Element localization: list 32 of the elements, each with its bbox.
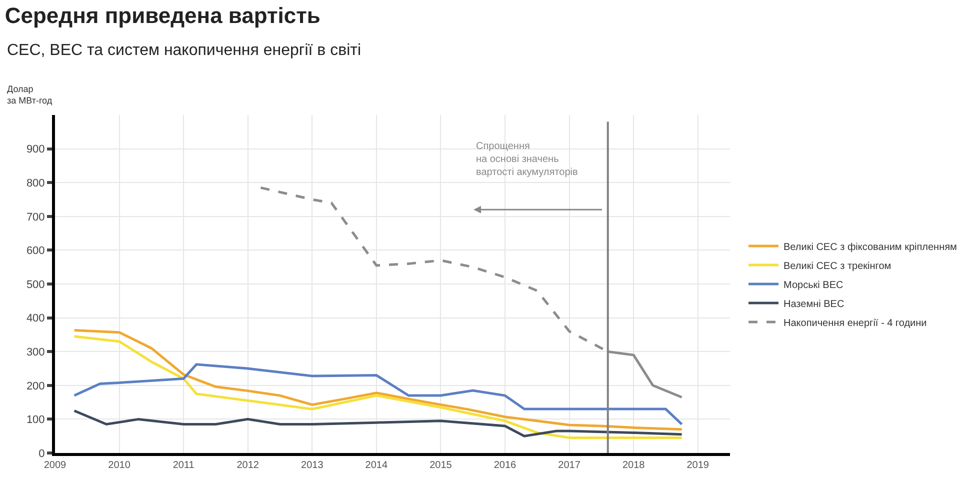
- y-tick-label: 100: [26, 414, 45, 426]
- x-tick-label: 2018: [622, 460, 646, 471]
- x-tick-label: 2014: [365, 460, 388, 471]
- y-axis-title: Долар за МВт-год: [7, 84, 53, 106]
- legend-label: Наземні ВЕС: [784, 298, 844, 310]
- x-tick-label: 2009: [44, 460, 67, 471]
- x-tick-label: 2019: [686, 460, 710, 471]
- y-tick-label: 200: [26, 380, 45, 392]
- legend-label: Морські ВЕС: [784, 280, 844, 291]
- line-series: [73, 410, 684, 438]
- y-tick-label: 400: [26, 312, 45, 325]
- x-tick-label: 2015: [430, 460, 452, 471]
- line-series: [73, 363, 684, 426]
- y-tick-label: 700: [26, 211, 45, 224]
- legend-label: Великі СЕС з фіксованим кріпленням: [784, 242, 958, 253]
- x-tick-label: 2017: [558, 460, 581, 471]
- legend-label: Накопичення енергії - 4 години: [784, 318, 927, 329]
- annotation: Спрощення на основі значень вартості акумуляторів: [476, 141, 578, 178]
- y-tick-label: 800: [26, 177, 45, 190]
- chart-subtitle: СЕС, ВЕС та систем накопичення енергії в світі: [7, 42, 362, 59]
- x-tick-label: 2010: [108, 460, 131, 471]
- y-tick-label: 600: [26, 245, 45, 258]
- y-tick-label: 0: [38, 448, 45, 460]
- x-tick-label: 2011: [172, 460, 195, 471]
- y-tick-label: 900: [26, 144, 45, 156]
- x-tick-label: 2013: [301, 460, 324, 471]
- chart-title: Середня приведена вартість: [4, 2, 320, 28]
- y-tick-label: 300: [26, 346, 45, 358]
- y-tick-label: 500: [26, 278, 45, 291]
- x-tick-label: 2012: [236, 460, 260, 471]
- x-tick-label: 2016: [494, 460, 517, 471]
- legend-label: Великі СЕС з трекінгом: [784, 260, 892, 272]
